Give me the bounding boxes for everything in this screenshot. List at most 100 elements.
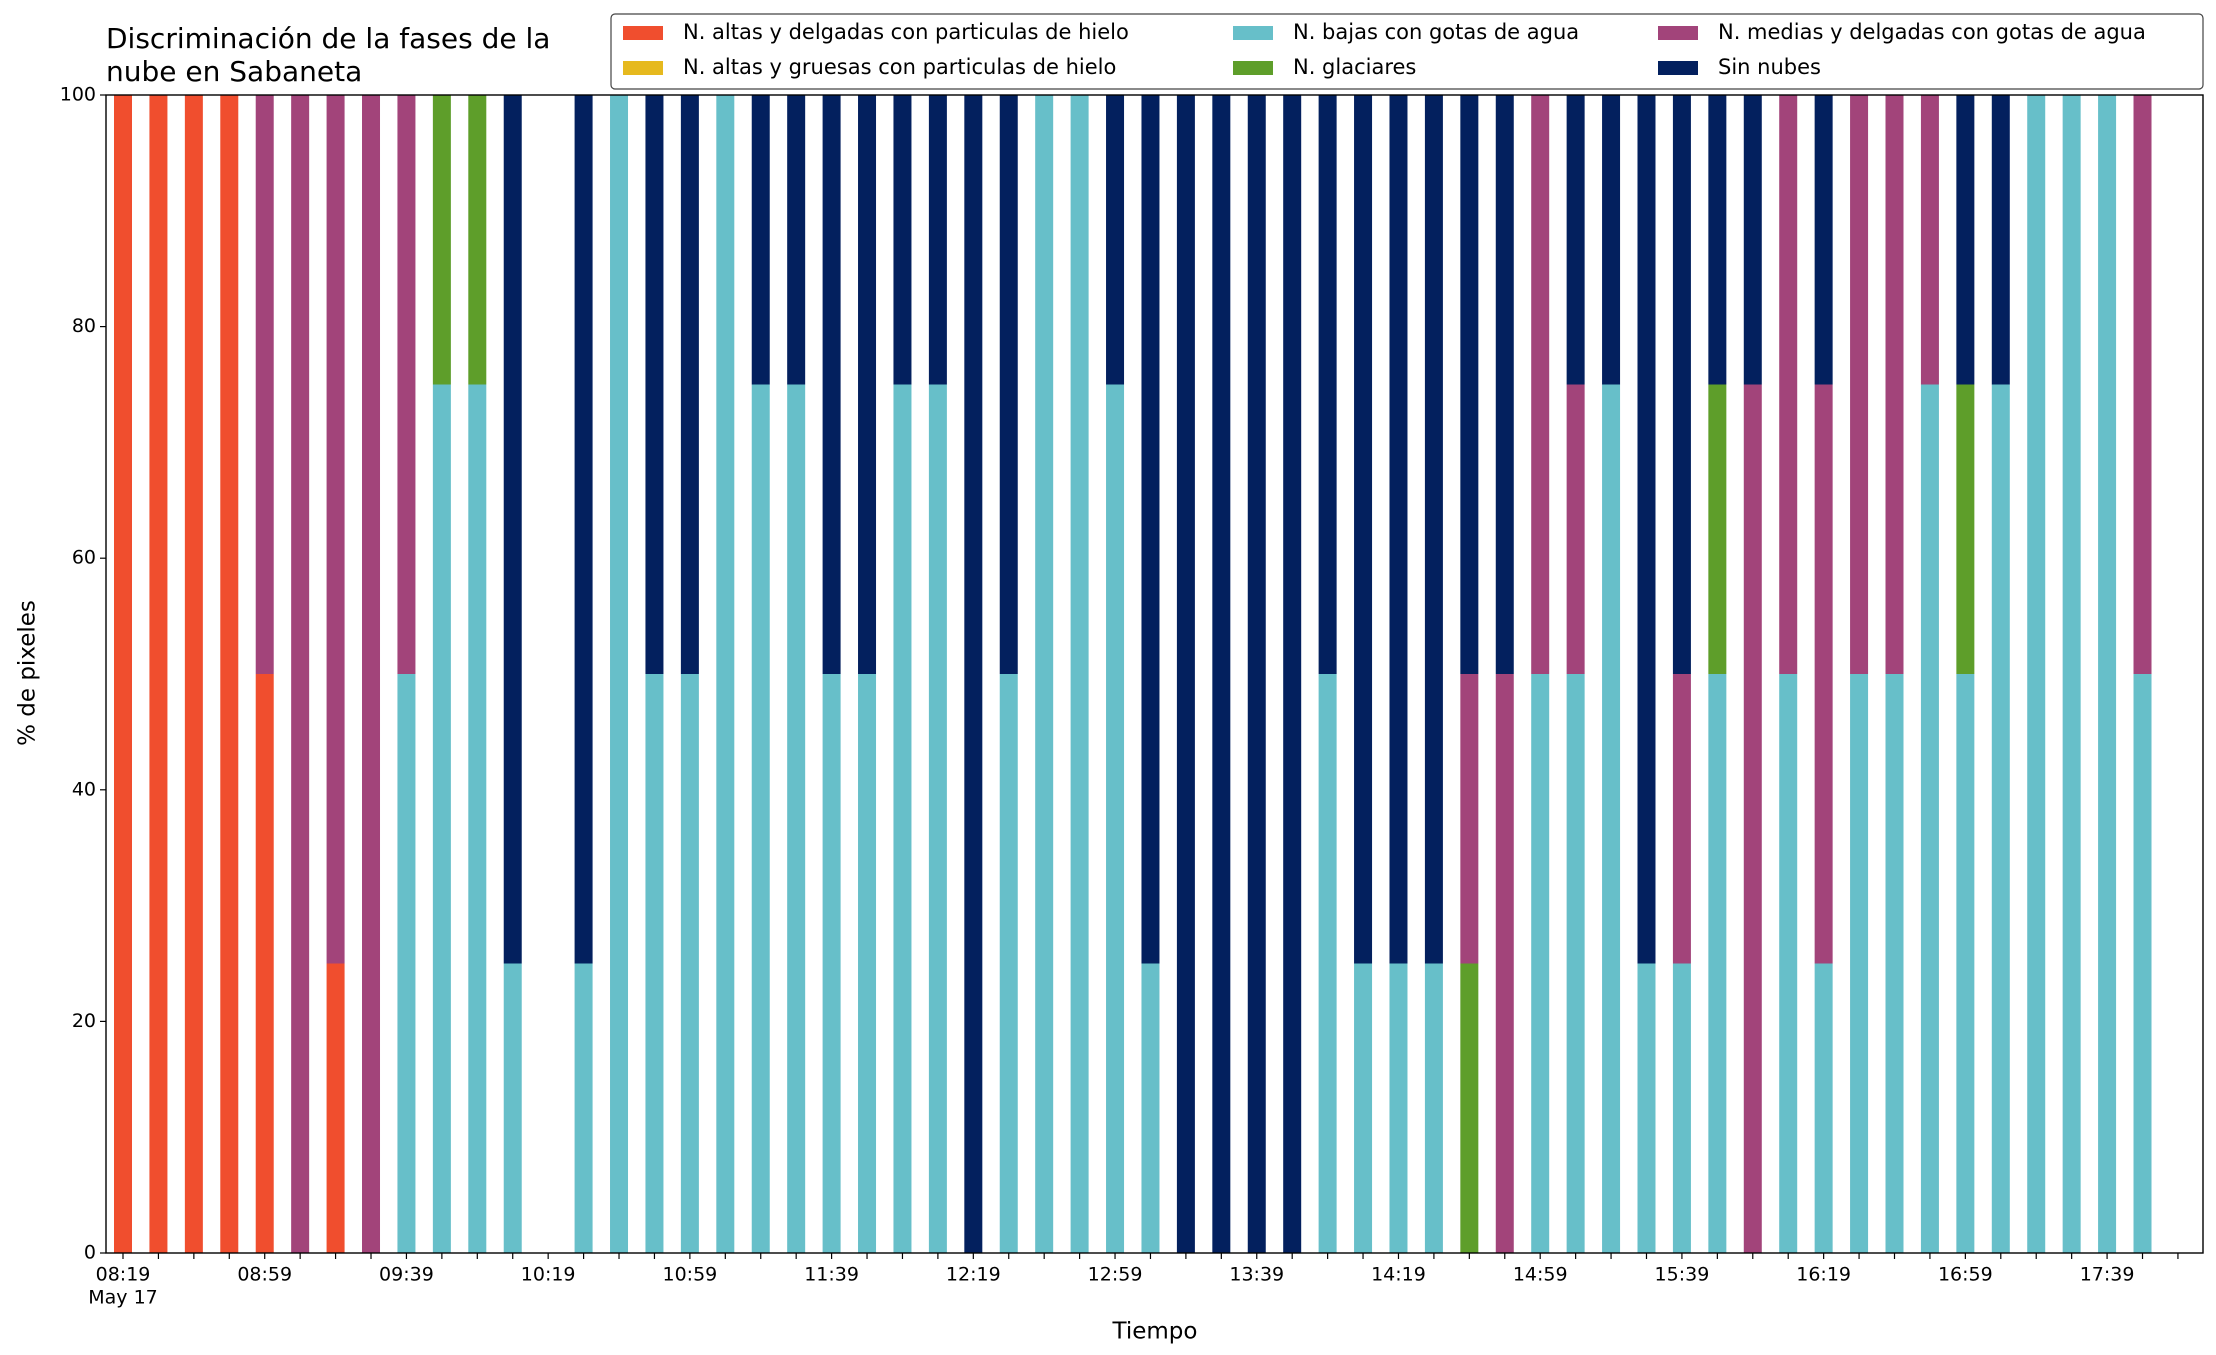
bar-segment: [1318, 674, 1337, 1253]
x-tick-label: 08:59: [237, 1264, 292, 1286]
chart-title: Discriminación de la fases de la nube en…: [106, 22, 551, 88]
bar-segment: [1814, 95, 1833, 385]
bar-segment: [1956, 674, 1975, 1253]
legend-label: N. altas y gruesas con particulas de hie…: [683, 55, 1116, 79]
bar-segment: [1035, 95, 1054, 1253]
bar-segment: [893, 95, 912, 385]
bar-segment: [1850, 95, 1869, 674]
bar-segment: [1708, 384, 1727, 674]
x-tick-label: 16:59: [1938, 1264, 1993, 1286]
bar-segment: [1956, 384, 1975, 674]
bar-segment: [680, 674, 699, 1253]
x-tick-label: 14:19: [1371, 1264, 1426, 1286]
bar-segment: [574, 963, 593, 1253]
bar-segment: [716, 95, 735, 1253]
bar-segment: [1354, 963, 1373, 1253]
bar-segment: [2062, 95, 2081, 1253]
bar-segment: [2133, 95, 2152, 674]
legend-label: N. bajas con gotas de agua: [1293, 20, 1579, 44]
bar-segment: [397, 674, 416, 1253]
bar-segment: [397, 95, 416, 674]
bar-segment: [1779, 95, 1798, 674]
bar-segment: [468, 384, 487, 1253]
bar-segment: [362, 95, 381, 1253]
legend-label: N. altas y delgadas con particulas de hi…: [683, 20, 1129, 44]
bar-segment: [1637, 963, 1656, 1253]
bar-segment: [1460, 963, 1479, 1253]
bar-segment: [787, 95, 806, 385]
bar-segment: [1531, 95, 1550, 674]
bar-segment: [574, 95, 593, 964]
bar-segment: [2098, 95, 2117, 1253]
bar-segment: [326, 95, 345, 964]
bar-segment: [1176, 95, 1195, 1253]
bar-segment: [1495, 95, 1514, 674]
bar-segment: [1602, 95, 1621, 385]
legend-swatch: [623, 61, 663, 75]
bar-segment: [1566, 384, 1585, 674]
legend-label: N. glaciares: [1293, 55, 1416, 79]
x-axis-label: Tiempo: [1112, 1319, 1198, 1345]
bar-segment: [999, 95, 1018, 674]
bar-segment: [1672, 963, 1691, 1253]
legend-box: [610, 13, 2204, 90]
x-tick-label: 17:39: [2080, 1264, 2135, 1286]
y-tick-label: 40: [72, 778, 96, 800]
bar-segment: [1460, 95, 1479, 674]
bar-segment: [1070, 95, 1089, 1253]
legend-swatch: [1233, 26, 1273, 40]
bar-segment: [1424, 95, 1443, 964]
bar-segment: [1991, 384, 2010, 1253]
bar-segment: [149, 95, 168, 1253]
x-tick-label: 12:19: [946, 1264, 1001, 1286]
bar-segment: [1850, 674, 1869, 1253]
bar-segment: [114, 95, 132, 1253]
bar-segment: [751, 95, 770, 385]
bar-segment: [787, 384, 806, 1253]
bar-segment: [326, 963, 345, 1253]
bar-segment: [1247, 95, 1266, 1253]
x-tick-label: 12:59: [1088, 1264, 1143, 1286]
bar-segment: [1389, 963, 1408, 1253]
bar-segment: [255, 674, 274, 1253]
bar-segment: [1814, 384, 1833, 964]
bar-segment: [1460, 674, 1479, 964]
x-tick-label: 10:19: [521, 1264, 576, 1286]
y-tick-label: 0: [84, 1242, 96, 1264]
bar-segment: [432, 384, 451, 1253]
y-axis-label: % de pixeles: [15, 600, 41, 746]
bar-segment: [645, 674, 664, 1253]
bar-segment: [468, 95, 487, 385]
bar-segment: [928, 384, 947, 1253]
legend-label: N. medias y delgadas con gotas de agua: [1718, 20, 2146, 44]
bar-segment: [1991, 95, 2010, 385]
bar-segment: [822, 95, 841, 674]
legend-swatch: [1233, 61, 1273, 75]
bar-segment: [822, 674, 841, 1253]
bar-segment: [858, 674, 877, 1253]
x-tick-label: 11:39: [804, 1264, 859, 1286]
bar-segment: [1602, 384, 1621, 1253]
bar-segment: [2027, 95, 2046, 1253]
bar-segment: [432, 95, 451, 385]
bar-segment: [1283, 95, 1302, 1253]
bar-segment: [1141, 963, 1160, 1253]
bar-segment: [1141, 95, 1160, 964]
bar-segment: [503, 95, 522, 964]
bar-segment: [1318, 95, 1337, 674]
bar-segment: [1708, 674, 1727, 1253]
bar-segment: [751, 384, 770, 1253]
bar-segment: [1743, 384, 1762, 1253]
x-date-label: May 17: [88, 1287, 158, 1309]
bar-segment: [858, 95, 877, 674]
legend-swatch: [623, 26, 663, 40]
x-tick-label: 08:19: [96, 1264, 151, 1286]
bar-segment: [1531, 674, 1550, 1253]
bar-segment: [1106, 95, 1125, 385]
bar-segment: [1495, 674, 1514, 1253]
legend-swatch: [1658, 61, 1698, 75]
plot-frame: [105, 94, 2204, 1254]
bar-segment: [1424, 963, 1443, 1253]
bar-segment: [1956, 95, 1975, 385]
